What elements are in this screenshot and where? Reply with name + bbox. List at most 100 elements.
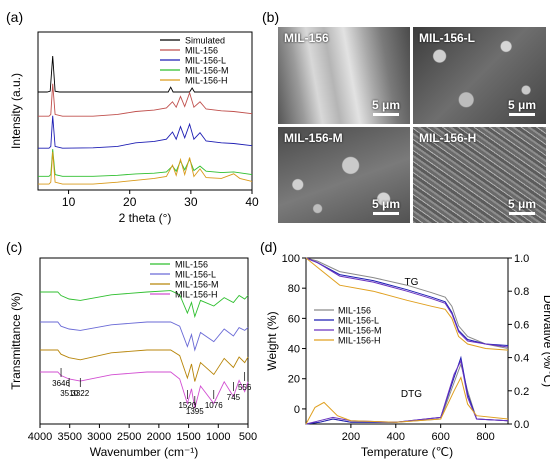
- sem-grid: MIL-156 5 μm MIL-156-L 5 μm MIL-156-M 5 …: [278, 27, 546, 223]
- ftir-legend-label: MIL-156-L: [175, 270, 216, 280]
- ftir-annotation-label: 745: [227, 393, 241, 402]
- ftir-x-tick-label: 1000: [206, 431, 230, 443]
- panel-label-a: (a): [6, 9, 23, 25]
- sem-image-mil156: MIL-156 5 μm: [278, 27, 410, 124]
- ftir-plot-frame: [39, 257, 249, 425]
- scale-bar-line: [372, 212, 399, 215]
- tga-y2-axis-label: Derivative (%/℃): [541, 295, 550, 387]
- xrd-chart: 10 20 30 40 SimulatedMIL-156MIL-156-LMIL-15…: [9, 31, 259, 225]
- panel-label-b: (b): [262, 9, 279, 25]
- ftir-series-0: [40, 290, 249, 319]
- tga-tg-series-3: [305, 257, 509, 351]
- ftir-x-tick-label: 500: [239, 431, 257, 443]
- tga-y-tick-label: 80: [288, 283, 300, 295]
- scale-bar-line: [508, 212, 535, 215]
- ftir-annotation-label: 3646: [52, 379, 70, 388]
- tga-tg-series-2: [305, 257, 509, 348]
- sem-label: MIL-156-H: [419, 131, 477, 145]
- tga-dtg-series-3: [305, 376, 509, 425]
- tga-y-tick-label: 20: [288, 374, 300, 386]
- tga-annotation-label: TG: [405, 277, 419, 288]
- tga-x-tick-label: 800: [476, 431, 494, 443]
- ftir-annotation-label: 3510: [60, 389, 78, 398]
- xrd-series-3: [38, 149, 253, 177]
- xrd-series-4: [38, 151, 253, 185]
- ftir-y-axis-label: Transmittance (%): [9, 292, 23, 390]
- ftir-annotation-label: 3322: [71, 389, 89, 398]
- sem-label: MIL-156-M: [284, 131, 343, 145]
- xrd-legend-label: MIL-156: [185, 46, 218, 56]
- tga-chart: 200 400 600 800 0 20 40 60 80 100 0.0 0.2 0.4 0.6 0.8 1…: [265, 253, 550, 459]
- tga-x-tick-label: 400: [387, 431, 405, 443]
- tga-x-axis-label: Temperature (℃): [361, 445, 453, 459]
- scale-bar-line: [508, 113, 535, 116]
- ftir-x-tick-label: 3000: [87, 431, 111, 443]
- xrd-series-0: [38, 55, 252, 93]
- scale-bar-label: 5 μm: [507, 98, 536, 112]
- ftir-annotation-label: 1076: [205, 401, 223, 410]
- tga-y-tick-label: 0: [294, 404, 300, 416]
- ftir-chart: 4000 3500 3000 2500 2000 1500 1000 500 36463510…: [9, 257, 257, 459]
- tga-y-tick-label: 60: [288, 313, 300, 325]
- tga-legend-label: MIL-156-L: [338, 316, 379, 326]
- xrd-legend-label: Simulated: [185, 36, 225, 46]
- ftir-annotation-label: 1520: [178, 401, 196, 410]
- ftir-legend-label: MIL-156-H: [175, 290, 218, 300]
- tga-y2-tick-label: 1.0: [514, 253, 529, 265]
- xrd-y-axis-label: Intensity (a.u.): [9, 73, 23, 149]
- xrd-legend: SimulatedMIL-156MIL-156-LMIL-156-MMIL-15…: [160, 36, 229, 86]
- scale-bar-label: 5 μm: [371, 197, 400, 211]
- ftir-x-tick-label: 1500: [176, 431, 200, 443]
- tga-x-tick-label: 600: [431, 431, 449, 443]
- ftir-annotation-label: 556: [238, 383, 252, 392]
- scale-bar-label: 5 μm: [371, 98, 400, 112]
- tga-dtg-series-2: [305, 359, 509, 425]
- tga-y-tick-label: 40: [288, 344, 300, 356]
- scale-bar: 5 μm: [508, 197, 536, 215]
- ftir-series-1: [40, 321, 249, 352]
- xrd-series-1: [38, 83, 253, 117]
- ftir-x-tick-label: 4000: [28, 431, 52, 443]
- ftir-legend-label: MIL-156: [175, 260, 208, 270]
- sem-label: MIL-156-L: [419, 31, 476, 45]
- tga-tg-series-1: [305, 257, 509, 346]
- ftir-x-tick-label: 2000: [147, 431, 171, 443]
- tga-legend-label: MIL-156-H: [338, 336, 381, 346]
- sem-image-mil156-l: MIL-156-L 5 μm: [413, 27, 546, 124]
- tga-legend-label: MIL-156-M: [338, 326, 382, 336]
- tga-y2-tick-label: 0.8: [514, 286, 529, 298]
- ftir-series-2: [40, 349, 249, 382]
- tga-x-tick-label: 200: [342, 431, 360, 443]
- scale-bar-line: [372, 113, 399, 116]
- tga-plot-frame: [305, 257, 509, 425]
- tga-y2-tick-label: 0.6: [514, 319, 529, 331]
- ftir-legend-label: MIL-156-M: [175, 280, 219, 290]
- xrd-series-2: [38, 115, 253, 149]
- panel-label-c: (c): [6, 239, 22, 255]
- scale-bar: 5 μm: [372, 197, 400, 215]
- ftir-annotation-label: 1395: [186, 407, 204, 416]
- xrd-x-tick-label: 20: [123, 195, 137, 209]
- ftir-x-tick-label: 3500: [57, 431, 81, 443]
- tga-legend-label: MIL-156: [338, 306, 371, 316]
- tga-y2-tick-label: 0.2: [514, 386, 529, 398]
- tga-tg-series-0: [305, 257, 509, 349]
- xrd-plot-frame: [37, 31, 253, 191]
- ftir-x-axis-label: Wavenumber (cm⁻¹): [90, 445, 199, 459]
- ftir-x-tick-label: 2500: [117, 431, 141, 443]
- tga-y-axis-label: Weight (%): [265, 311, 279, 370]
- panel-label-d: (d): [260, 239, 277, 255]
- tga-y-tick-label: 100: [282, 253, 300, 265]
- xrd-x-tick-label: 40: [245, 195, 259, 209]
- xrd-legend-label: MIL-156-L: [185, 56, 226, 66]
- xrd-legend-label: MIL-156-H: [185, 76, 228, 86]
- tga-annotation-label: DTG: [401, 389, 422, 400]
- scale-bar: 5 μm: [508, 98, 536, 116]
- sem-image-mil156-m: MIL-156-M 5 μm: [278, 127, 410, 223]
- sem-image-mil156-h: MIL-156-H 5 μm: [413, 127, 546, 223]
- xrd-x-axis-label: 2 theta (°): [119, 211, 172, 225]
- xrd-legend-label: MIL-156-M: [185, 66, 229, 76]
